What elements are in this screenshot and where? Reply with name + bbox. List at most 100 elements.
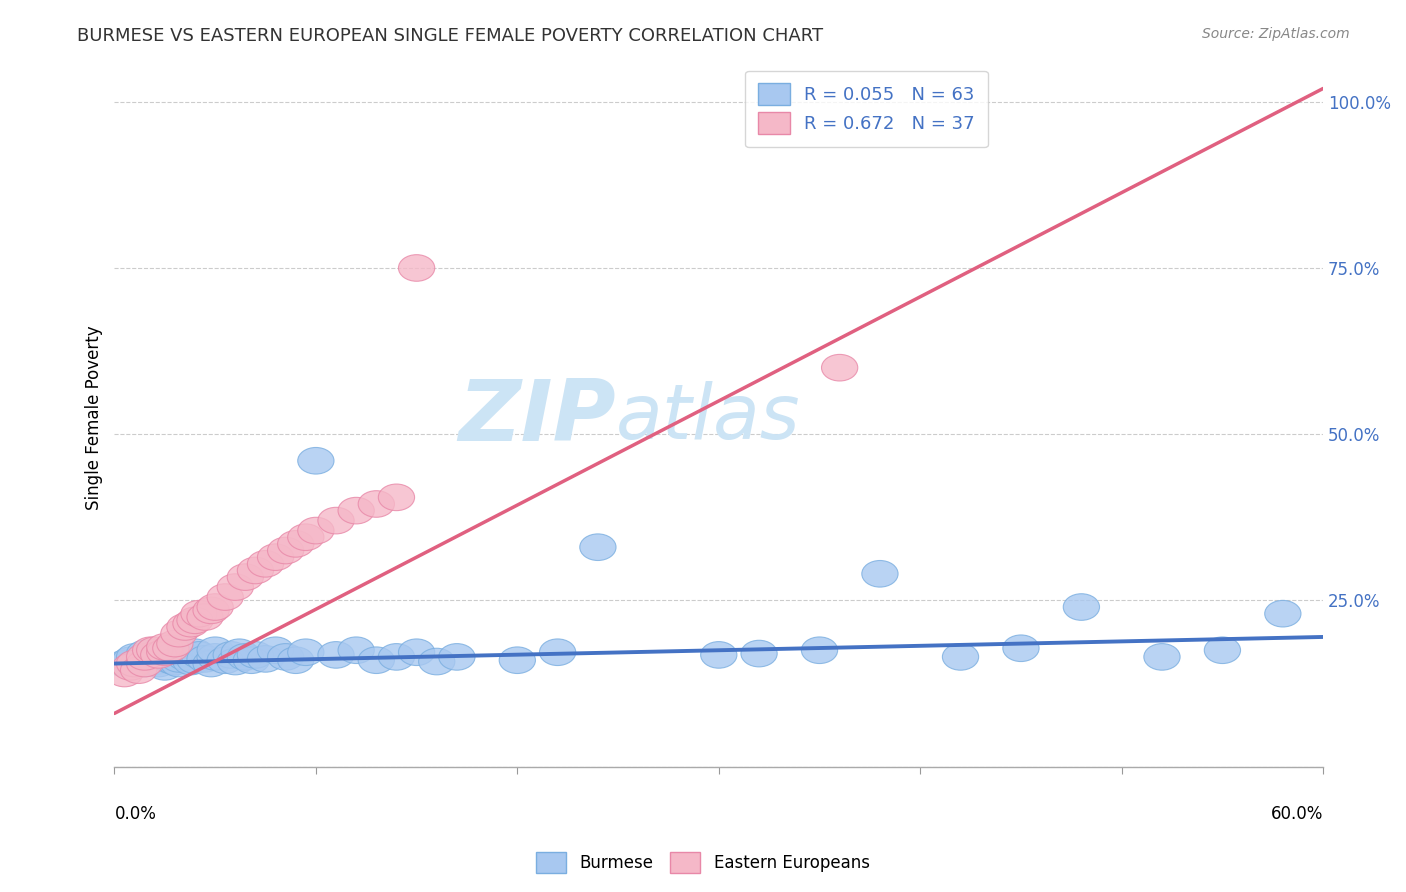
Ellipse shape (173, 610, 209, 637)
Ellipse shape (862, 560, 898, 587)
Ellipse shape (378, 644, 415, 670)
Ellipse shape (112, 654, 149, 681)
Ellipse shape (160, 650, 197, 677)
Ellipse shape (540, 639, 575, 665)
Ellipse shape (187, 604, 224, 631)
Ellipse shape (156, 641, 193, 668)
Ellipse shape (197, 637, 233, 664)
Ellipse shape (193, 650, 229, 677)
Ellipse shape (267, 537, 304, 564)
Ellipse shape (127, 650, 163, 677)
Ellipse shape (700, 641, 737, 668)
Ellipse shape (439, 644, 475, 670)
Ellipse shape (238, 641, 274, 668)
Text: BURMESE VS EASTERN EUROPEAN SINGLE FEMALE POVERTY CORRELATION CHART: BURMESE VS EASTERN EUROPEAN SINGLE FEMAL… (77, 27, 824, 45)
Ellipse shape (167, 614, 202, 640)
Ellipse shape (801, 637, 838, 664)
Ellipse shape (127, 650, 163, 677)
Ellipse shape (1265, 600, 1301, 627)
Ellipse shape (141, 639, 177, 665)
Ellipse shape (167, 640, 202, 667)
Ellipse shape (228, 644, 263, 670)
Ellipse shape (579, 534, 616, 560)
Ellipse shape (221, 639, 257, 665)
Ellipse shape (207, 583, 243, 610)
Ellipse shape (741, 640, 778, 667)
Ellipse shape (257, 637, 294, 664)
Ellipse shape (1144, 644, 1180, 670)
Ellipse shape (288, 524, 323, 550)
Legend: Burmese, Eastern Europeans: Burmese, Eastern Europeans (530, 846, 876, 880)
Ellipse shape (1205, 637, 1240, 664)
Ellipse shape (217, 574, 253, 600)
Y-axis label: Single Female Poverty: Single Female Poverty (86, 326, 103, 510)
Ellipse shape (156, 631, 193, 657)
Ellipse shape (318, 508, 354, 534)
Ellipse shape (267, 644, 304, 670)
Ellipse shape (298, 448, 335, 474)
Ellipse shape (127, 640, 163, 667)
Ellipse shape (288, 639, 323, 665)
Text: Source: ZipAtlas.com: Source: ZipAtlas.com (1202, 27, 1350, 41)
Ellipse shape (136, 641, 173, 668)
Ellipse shape (173, 648, 209, 675)
Ellipse shape (181, 641, 217, 668)
Ellipse shape (499, 647, 536, 673)
Ellipse shape (132, 647, 169, 673)
Ellipse shape (177, 647, 214, 673)
Ellipse shape (146, 639, 183, 665)
Ellipse shape (146, 644, 183, 670)
Ellipse shape (107, 660, 142, 687)
Ellipse shape (107, 650, 142, 677)
Ellipse shape (277, 531, 314, 558)
Ellipse shape (193, 597, 229, 624)
Ellipse shape (337, 637, 374, 664)
Ellipse shape (153, 637, 188, 664)
Ellipse shape (207, 647, 243, 673)
Text: ZIP: ZIP (458, 376, 616, 459)
Ellipse shape (160, 620, 197, 647)
Ellipse shape (298, 517, 335, 544)
Ellipse shape (117, 650, 153, 677)
Ellipse shape (177, 607, 214, 633)
Ellipse shape (238, 558, 274, 583)
Ellipse shape (359, 491, 395, 517)
Ellipse shape (359, 647, 395, 673)
Ellipse shape (167, 644, 202, 670)
Ellipse shape (121, 657, 156, 683)
Ellipse shape (277, 647, 314, 673)
Ellipse shape (187, 646, 224, 673)
Text: 0.0%: 0.0% (114, 805, 156, 823)
Text: 60.0%: 60.0% (1271, 805, 1323, 823)
Ellipse shape (398, 639, 434, 665)
Ellipse shape (132, 637, 169, 664)
Ellipse shape (136, 637, 173, 664)
Text: atlas: atlas (616, 381, 800, 455)
Ellipse shape (141, 641, 177, 668)
Ellipse shape (247, 550, 284, 577)
Ellipse shape (146, 633, 183, 660)
Ellipse shape (228, 564, 263, 591)
Ellipse shape (214, 641, 249, 668)
Ellipse shape (136, 648, 173, 675)
Ellipse shape (337, 498, 374, 524)
Ellipse shape (247, 646, 284, 673)
Ellipse shape (132, 644, 169, 670)
Ellipse shape (197, 594, 233, 620)
Ellipse shape (378, 484, 415, 510)
Ellipse shape (1063, 594, 1099, 620)
Ellipse shape (419, 648, 456, 675)
Ellipse shape (121, 650, 156, 677)
Ellipse shape (1002, 635, 1039, 662)
Ellipse shape (153, 635, 188, 662)
Ellipse shape (156, 648, 193, 675)
Ellipse shape (117, 644, 153, 670)
Ellipse shape (197, 644, 233, 670)
Ellipse shape (233, 647, 270, 673)
Ellipse shape (942, 644, 979, 670)
Ellipse shape (821, 354, 858, 381)
Legend: R = 0.055   N = 63, R = 0.672   N = 37: R = 0.055 N = 63, R = 0.672 N = 37 (745, 70, 988, 147)
Ellipse shape (217, 648, 253, 675)
Ellipse shape (318, 641, 354, 668)
Ellipse shape (112, 647, 149, 673)
